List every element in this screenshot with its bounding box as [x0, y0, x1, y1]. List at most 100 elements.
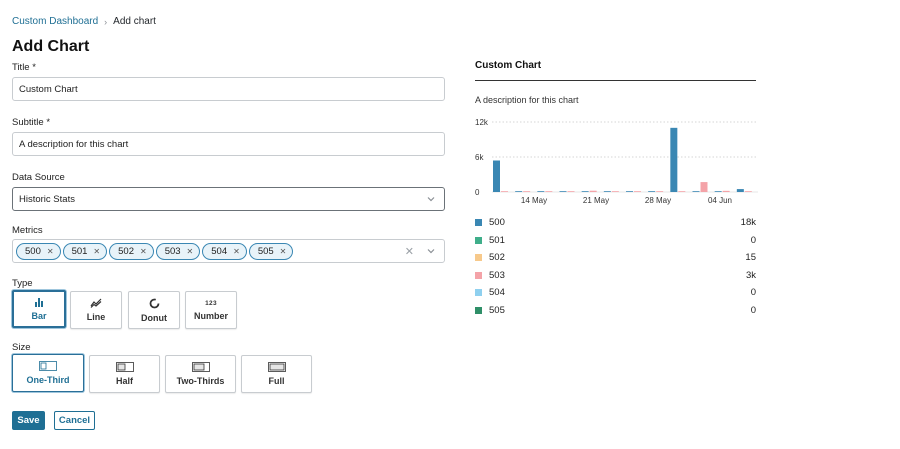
bar: [692, 191, 700, 192]
metric-chip[interactable]: 504 ✕: [202, 242, 247, 260]
bar: [501, 191, 508, 192]
clear-all-icon[interactable]: ✕: [404, 246, 414, 258]
size-option-label: One-Third: [26, 375, 70, 385]
chevron-down-icon: [427, 197, 435, 202]
y-tick-label: 0: [475, 188, 480, 197]
size-option-two-thirds[interactable]: Two-Thirds: [165, 355, 236, 393]
legend-item: 505 0: [475, 302, 756, 320]
x-tick-label: 14 May: [521, 196, 547, 205]
legend-name: 505: [489, 304, 505, 316]
type-option-bar[interactable]: Bar: [12, 290, 66, 328]
type-option-line[interactable]: Line: [70, 291, 122, 329]
legend-value: 0: [750, 287, 756, 299]
bar: [537, 191, 545, 192]
size-option-label: Two-Thirds: [176, 376, 225, 386]
subtitle-label: Subtitle *: [12, 117, 51, 128]
x-tick-label: 28 May: [645, 196, 671, 205]
metrics-label: Metrics: [12, 225, 43, 236]
full-layout-icon: [267, 362, 286, 372]
legend-value: 18k: [740, 217, 756, 229]
remove-icon[interactable]: ✕: [186, 246, 194, 256]
save-button[interactable]: Save: [12, 411, 45, 430]
legend-value: 0: [750, 234, 756, 246]
bar: [559, 191, 567, 192]
size-option-half[interactable]: Half: [89, 355, 160, 393]
metric-chip-label: 501: [71, 245, 88, 257]
metric-chip-label: 504: [211, 245, 228, 257]
remove-icon[interactable]: ✕: [233, 246, 240, 256]
title-input[interactable]: Custom Chart: [12, 77, 445, 101]
half-layout-icon: [115, 362, 134, 372]
type-option-number[interactable]: 123 Number: [185, 291, 237, 329]
legend-swatch: [475, 271, 482, 279]
type-option-donut[interactable]: Donut: [128, 291, 180, 329]
remove-icon[interactable]: ✕: [279, 246, 287, 256]
metric-chip[interactable]: 505 ✕: [248, 242, 294, 260]
metric-chip-label: 505: [257, 245, 274, 257]
y-tick-label: 12k: [475, 118, 489, 127]
metric-chip[interactable]: 501 ✕: [62, 242, 108, 260]
bar: [515, 191, 523, 192]
legend-name: 500: [489, 217, 505, 229]
x-tick-label: 04 Jun: [708, 196, 732, 205]
metric-chip-label: 502: [118, 245, 134, 257]
remove-icon[interactable]: ✕: [139, 246, 147, 256]
legend-swatch: [475, 306, 482, 314]
two-thirds-layout-icon: [191, 362, 210, 372]
bar: [567, 191, 575, 192]
metric-chip[interactable]: 500 ✕: [16, 242, 61, 260]
bar: [656, 191, 664, 192]
legend-swatch: [475, 254, 482, 262]
type-option-label: Line: [86, 312, 106, 322]
type-option-label: Number: [193, 310, 228, 321]
metric-chip[interactable]: 503 ✕: [155, 242, 201, 260]
chart-divider: [475, 80, 756, 81]
data-source-select[interactable]: Historic Stats: [12, 187, 445, 211]
breadcrumb-link-custom-dashboard[interactable]: Custom Dashboard: [12, 16, 99, 27]
donut-chart-icon: [149, 298, 159, 308]
title-label: Title *: [12, 62, 36, 73]
chart-legend: 500 18k 501 0 502 15 503 3k 504 0 505 0: [475, 214, 756, 319]
bar: [611, 191, 619, 192]
size-option-label: Half: [115, 376, 133, 386]
page-title: Add Chart: [12, 38, 90, 55]
bar: [589, 190, 597, 192]
bar: [714, 191, 722, 192]
remove-icon[interactable]: ✕: [93, 246, 101, 256]
size-label: Size: [12, 342, 31, 353]
size-option-label: Full: [268, 376, 285, 386]
chevron-right-icon: ›: [104, 16, 108, 27]
size-option-one-third[interactable]: One-Third: [12, 354, 84, 392]
chart-preview-subtitle: A description for this chart: [475, 95, 579, 105]
subtitle-input[interactable]: A description for this chart: [12, 132, 445, 156]
type-option-label: Donut: [141, 312, 167, 323]
metric-chip[interactable]: 502 ✕: [109, 242, 154, 260]
remove-icon[interactable]: ✕: [46, 246, 54, 256]
cancel-button[interactable]: Cancel: [54, 411, 95, 430]
bar: [736, 189, 744, 192]
legend-swatch: [475, 236, 482, 244]
legend-item: 501 0: [475, 232, 756, 250]
legend-item: 503 3k: [475, 267, 756, 285]
bar: [634, 191, 641, 192]
data-source-value: Historic Stats: [19, 193, 75, 205]
bar: [670, 127, 678, 192]
one-third-layout-icon: [39, 361, 57, 371]
legend-value: 3k: [745, 269, 756, 281]
legend-name: 503: [489, 269, 505, 281]
legend-swatch: [475, 219, 482, 227]
bar-chart-icon: [35, 298, 43, 307]
size-option-full[interactable]: Full: [241, 355, 312, 393]
bar: [493, 160, 500, 192]
x-tick-label: 21 May: [583, 196, 609, 205]
chevron-down-icon[interactable]: [426, 246, 436, 256]
breadcrumb-current: Add chart: [113, 16, 156, 27]
legend-name: 501: [489, 234, 505, 246]
bar: [722, 190, 730, 192]
metric-chip-label: 500: [25, 245, 41, 257]
legend-name: 504: [489, 287, 505, 299]
type-label: Type: [12, 278, 33, 289]
legend-item: 500 18k: [475, 214, 756, 232]
metrics-multiselect[interactable]: 500 ✕ 501 ✕ 502 ✕ 503 ✕ 504 ✕ 505 ✕ ✕: [12, 239, 445, 263]
bar-chart: 12k 6k 0 14 May 21 May 28 May 04 Jun: [475, 118, 758, 205]
